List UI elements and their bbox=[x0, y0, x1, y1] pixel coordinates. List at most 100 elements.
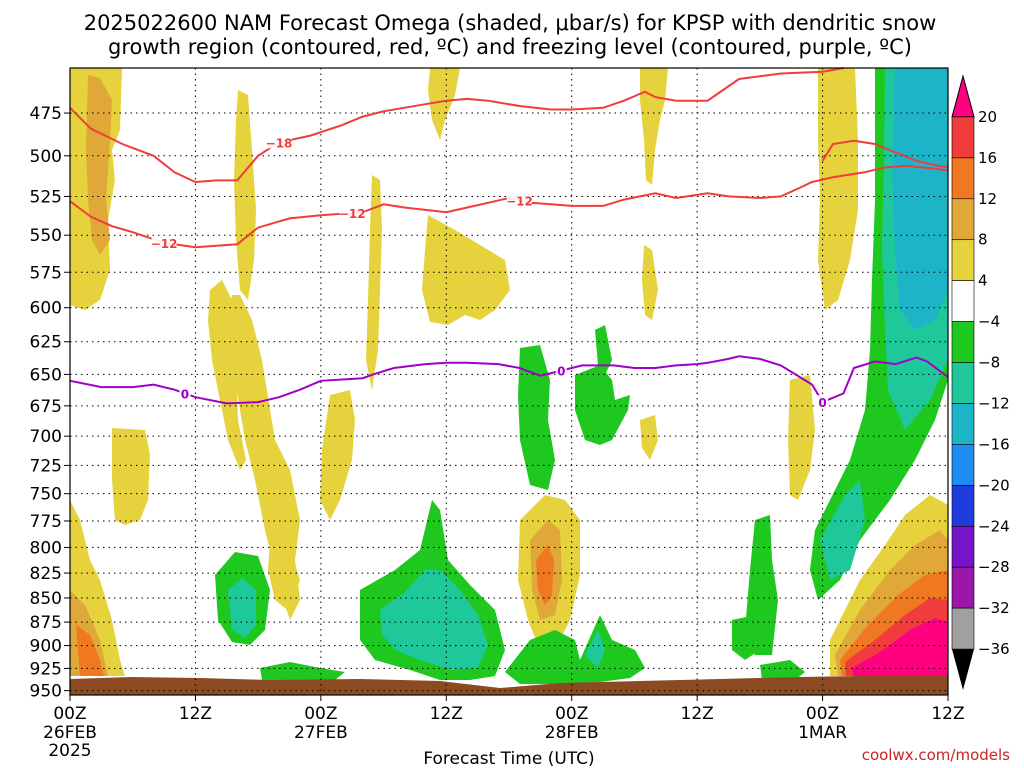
colorbar-label: −36 bbox=[978, 640, 1010, 658]
omega-shading bbox=[70, 68, 948, 684]
omega-region bbox=[820, 480, 865, 580]
contour-label-bg bbox=[555, 363, 567, 377]
omega-region bbox=[260, 662, 345, 680]
x-tick-year: 2025 bbox=[48, 741, 91, 761]
colorbar-label: 16 bbox=[978, 149, 997, 167]
colorbar-swatch bbox=[951, 280, 975, 322]
omega-region bbox=[732, 615, 760, 660]
colorbar: 20 16 12 8 4 −4 −8 −12 −16 −20 −24 −28 −32 −36 bbox=[951, 74, 1010, 690]
omega-region bbox=[595, 325, 612, 375]
contour-label: −12 bbox=[506, 194, 533, 208]
contour-label-bg bbox=[817, 395, 829, 409]
colorbar-label: 20 bbox=[978, 108, 997, 126]
y-tick-label: 500 bbox=[30, 147, 62, 167]
y-tick-label: 475 bbox=[30, 104, 62, 124]
omega-region bbox=[428, 68, 460, 140]
chart-title-line2: growth region (contoured, red, ºC) and f… bbox=[108, 35, 912, 59]
omega-region bbox=[642, 245, 658, 320]
colorbar-label: 12 bbox=[978, 190, 997, 208]
contour-label: 0 bbox=[818, 396, 826, 410]
omega-region bbox=[76, 625, 104, 676]
colorbar-swatch bbox=[951, 157, 975, 200]
x-tick-label: 12Z bbox=[179, 704, 212, 724]
omega-region bbox=[760, 660, 805, 680]
omega-region bbox=[518, 345, 555, 490]
omega-region bbox=[892, 68, 948, 330]
omega-region bbox=[818, 68, 858, 310]
x-tick-label: 12Z bbox=[430, 704, 463, 724]
colorbar-swatch bbox=[951, 116, 975, 159]
colorbar-label: 4 bbox=[978, 272, 988, 290]
omega-region bbox=[320, 390, 355, 520]
x-tick-date: 26FEB bbox=[43, 723, 97, 743]
colorbar-swatch bbox=[951, 485, 975, 527]
colorbar-swatch bbox=[951, 525, 975, 568]
colorbar-cap-bottom bbox=[952, 649, 974, 690]
x-tick-label: 00Z bbox=[53, 704, 86, 724]
x-tick-date: 27FEB bbox=[294, 723, 348, 743]
y-tick-label: 675 bbox=[30, 397, 62, 417]
contour-line bbox=[69, 164, 949, 249]
colorbar-swatch bbox=[951, 198, 975, 241]
omega-region bbox=[575, 365, 630, 445]
y-tick-label: 900 bbox=[30, 637, 62, 657]
y-tick-label: 875 bbox=[30, 613, 62, 633]
colorbar-swatch bbox=[951, 607, 975, 650]
colorbar-swatch bbox=[951, 362, 975, 404]
colorbar-label: −24 bbox=[978, 517, 1010, 535]
colorbar-swatch bbox=[951, 321, 975, 363]
y-tick-label: 950 bbox=[30, 682, 62, 702]
x-tick-date: 1MAR bbox=[798, 723, 847, 743]
contour-label-bg bbox=[179, 386, 191, 400]
contour-label: −12 bbox=[339, 207, 366, 221]
omega-region bbox=[86, 75, 112, 255]
y-tick-label: 825 bbox=[30, 564, 62, 584]
y-tick-label: 850 bbox=[30, 589, 62, 609]
x-tick-label: 00Z bbox=[806, 704, 839, 724]
ground-surface bbox=[70, 676, 948, 695]
omega-region bbox=[228, 578, 256, 638]
plot-frame bbox=[69, 67, 949, 696]
omega-region bbox=[112, 428, 150, 525]
credit-text: coolwx.com/models bbox=[862, 746, 1010, 764]
x-tick-label: 12Z bbox=[681, 704, 714, 724]
colorbar-swatch bbox=[951, 444, 975, 486]
x-tick-label: 00Z bbox=[555, 704, 588, 724]
y-tick-label: 725 bbox=[30, 456, 62, 476]
contour-label: 0 bbox=[181, 387, 189, 401]
omega-region bbox=[366, 175, 382, 390]
colorbar-swatch bbox=[951, 403, 975, 445]
y-tick-label: 700 bbox=[30, 427, 62, 447]
x-tick-date: 28FEB bbox=[545, 723, 599, 743]
contour-label-bg bbox=[506, 193, 532, 207]
contour-line bbox=[69, 67, 844, 184]
y-tick-label: 925 bbox=[30, 659, 62, 679]
y-tick-label: 575 bbox=[30, 263, 62, 283]
colorbar-cap-top bbox=[951, 74, 975, 118]
omega-region bbox=[380, 570, 488, 670]
colorbar-label: −16 bbox=[978, 435, 1010, 453]
contour-label: −18 bbox=[266, 136, 293, 150]
contour-label-bg bbox=[151, 235, 177, 249]
y-tick-label: 800 bbox=[30, 538, 62, 558]
y-tick-label: 775 bbox=[30, 512, 62, 532]
omega-region bbox=[422, 215, 510, 325]
omega-region bbox=[268, 540, 300, 612]
x-tick-label: 00Z bbox=[304, 704, 337, 724]
omega-region bbox=[234, 90, 256, 300]
y-tick-label: 525 bbox=[30, 187, 62, 207]
colorbar-label: −4 bbox=[978, 313, 1000, 331]
plot-area: −18 −12 −12 −12 0 0 0 bbox=[69, 67, 949, 696]
colorbar-swatch bbox=[951, 566, 975, 609]
chart-title-line1: 2025022600 NAM Forecast Omega (shaded, μ… bbox=[84, 11, 937, 35]
contour-labels: −18 −12 −12 −12 0 0 0 bbox=[151, 135, 829, 410]
colorbar-label: −8 bbox=[978, 354, 1000, 372]
omega-region bbox=[208, 280, 246, 470]
y-axis: 475 500 525 550 575 600 625 650 675 700 725 750 775 8… bbox=[30, 104, 70, 702]
omega-region bbox=[536, 545, 554, 605]
contour-line bbox=[821, 139, 949, 169]
x-tick-label: 12Z bbox=[931, 704, 964, 724]
colorbar-label: 8 bbox=[978, 231, 988, 249]
colorbar-label: −20 bbox=[978, 476, 1010, 494]
